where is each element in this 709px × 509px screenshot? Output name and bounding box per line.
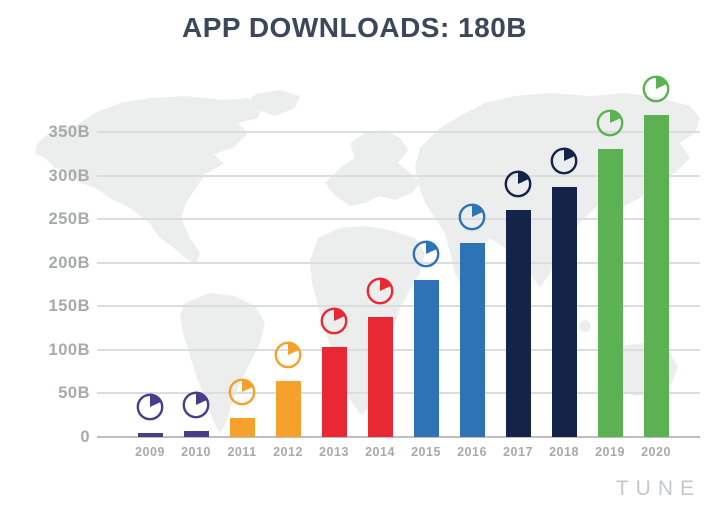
y-tick-label-100B: 100B <box>48 340 90 359</box>
y-tick-label-350B: 350B <box>48 123 90 141</box>
pie-wedge-icon-2011 <box>228 378 256 406</box>
gridline-350B <box>97 131 700 133</box>
gridline-200B <box>97 261 700 264</box>
bar-2009 <box>137 432 163 437</box>
bar-2017 <box>505 210 531 437</box>
x-axis-line <box>97 436 700 438</box>
tune-logo: TUNE <box>615 477 701 500</box>
y-tick-label-50B: 50B <box>58 384 90 403</box>
gridline-50B <box>97 392 700 395</box>
x-tick-label-2019: 2019 <box>595 445 625 459</box>
pie-wedge-icon-2019 <box>596 110 624 137</box>
gridline-150B <box>97 305 700 308</box>
x-tick-label-2011: 2011 <box>227 445 257 459</box>
x-tick-label-2013: 2013 <box>319 445 349 459</box>
bar-2020 <box>643 114 669 437</box>
pie-wedge-icon-2010 <box>182 391 210 419</box>
pie-wedge-icon-2013 <box>320 307 348 335</box>
bar-2016 <box>459 242 485 437</box>
chart-title: APP DOWNLOADS: 180B <box>181 12 528 43</box>
bar-2010 <box>183 430 209 437</box>
pie-wedge-icon-2014 <box>366 277 394 305</box>
pie-wedge-icon-2015 <box>412 240 440 268</box>
gridline-300B <box>97 174 700 177</box>
x-tick-label-2017: 2017 <box>503 445 533 459</box>
x-tick-label-2020: 2020 <box>641 445 671 459</box>
bar-2012 <box>275 381 301 437</box>
bar-2018 <box>551 186 577 437</box>
x-tick-label-2012: 2012 <box>273 445 303 459</box>
bar-2011 <box>229 417 255 437</box>
x-tick-label-2016: 2016 <box>457 445 487 459</box>
gridline-100B <box>97 348 700 351</box>
pie-wedge-icon-2012 <box>274 341 302 369</box>
pie-wedge-icon-2016 <box>458 203 486 231</box>
y-tick-label-200B: 200B <box>48 253 90 272</box>
y-tick-label-250B: 250B <box>48 210 90 229</box>
x-tick-label-2015: 2015 <box>411 445 441 459</box>
bar-2019 <box>597 149 623 437</box>
pie-wedge-icon-2017 <box>504 171 532 198</box>
x-tick-label-2010: 2010 <box>181 445 211 459</box>
y-tick-label-150B: 150B <box>48 297 90 316</box>
y-tick-label-300B: 300B <box>48 166 90 185</box>
gridline-250B <box>97 218 700 221</box>
bar-2013 <box>321 347 347 437</box>
pie-wedge-icon-2020 <box>642 75 670 102</box>
pie-wedge-icon-2018 <box>550 147 578 175</box>
pie-wedge-icon-2009 <box>136 393 164 421</box>
bar-2014 <box>367 316 393 437</box>
bar-2015 <box>413 280 439 437</box>
x-tick-label-2009: 2009 <box>135 445 165 459</box>
y-tick-label-0: 0 <box>80 428 90 446</box>
x-tick-label-2018: 2018 <box>549 445 579 459</box>
x-tick-label-2014: 2014 <box>365 445 395 459</box>
